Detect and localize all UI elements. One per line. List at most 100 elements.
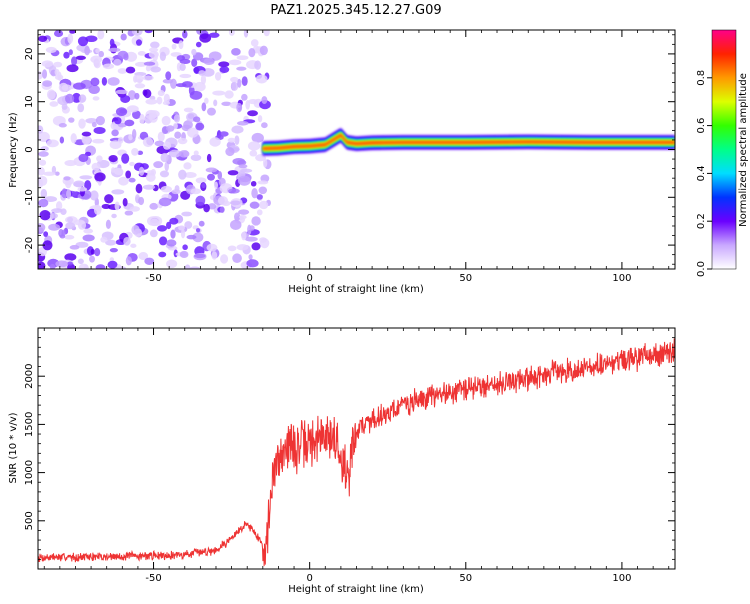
noise-blob <box>117 68 128 74</box>
x-tick-label: 100 <box>612 573 631 584</box>
noise-blob <box>198 220 205 227</box>
noise-blob <box>55 260 68 268</box>
noise-blob <box>137 50 146 56</box>
y-tick-label: 2000 <box>24 363 35 388</box>
noise-blob <box>186 234 197 240</box>
noise-blob <box>165 71 172 80</box>
noise-blob <box>205 167 218 173</box>
noise-blob <box>43 171 56 176</box>
noise-blob <box>85 35 98 43</box>
noise-blob <box>130 243 137 248</box>
noise-blob <box>51 165 57 174</box>
noise-blob <box>129 161 135 167</box>
noise-blob <box>176 55 186 61</box>
noise-blob <box>207 203 217 210</box>
noise-blob <box>40 146 49 152</box>
noise-blob <box>43 231 49 237</box>
noise-blob <box>108 154 118 163</box>
noise-blob <box>49 101 59 107</box>
y-tick-label: -10 <box>24 189 35 205</box>
noise-blob <box>201 102 207 112</box>
noise-blob <box>178 40 184 50</box>
noise-blob <box>225 147 235 157</box>
noise-blob <box>42 240 53 251</box>
noise-blob <box>195 41 202 48</box>
noise-blob <box>183 107 194 113</box>
noise-blob <box>174 131 182 139</box>
noise-blob <box>92 96 100 101</box>
noise-blob <box>236 102 243 113</box>
x-tick-label: -50 <box>145 573 161 584</box>
noise-blob <box>227 245 237 252</box>
noise-blob <box>237 175 251 186</box>
noise-blob <box>38 131 50 143</box>
noise-blob <box>128 133 133 141</box>
noise-blob <box>263 30 270 37</box>
noise-blob <box>193 66 200 74</box>
heatmap-x-label: Height of straight line (km) <box>288 284 424 295</box>
noise-blob <box>144 257 155 265</box>
noise-blob <box>54 68 60 76</box>
x-tick-label: -50 <box>145 273 161 284</box>
noise-blob <box>211 251 218 260</box>
noise-blob <box>65 216 78 224</box>
snr-y-label: SNR (10 * v/v) <box>8 412 19 483</box>
noise-blob <box>166 221 172 230</box>
noise-blob <box>249 150 258 157</box>
y-tick-label: 0 <box>24 146 35 152</box>
noise-blob <box>244 236 258 242</box>
noise-blob <box>213 99 218 107</box>
noise-blob <box>163 93 170 104</box>
noise-blob <box>54 30 64 38</box>
noise-blob <box>228 59 242 66</box>
noise-blob <box>82 234 95 242</box>
noise-blob <box>125 256 132 266</box>
noise-blob <box>77 103 85 113</box>
noise-blob <box>134 83 146 89</box>
noise-blob <box>66 188 72 200</box>
noise-blob <box>257 180 269 185</box>
noise-blob <box>116 264 122 269</box>
noise-blob <box>101 77 108 86</box>
noise-blob <box>246 259 259 268</box>
noise-blob <box>260 174 270 183</box>
noise-blob <box>166 239 177 247</box>
noise-blob <box>256 209 263 216</box>
x-tick-label: 50 <box>459 273 472 284</box>
noise-blob <box>117 50 129 60</box>
noise-blob <box>42 80 53 87</box>
noise-blob <box>231 48 241 56</box>
noise-blob <box>120 95 131 103</box>
noise-blob <box>77 220 87 230</box>
noise-blob <box>255 74 268 84</box>
noise-blob <box>193 150 199 156</box>
noise-blob <box>42 69 48 79</box>
noise-blob <box>234 135 240 145</box>
noise-blob <box>227 170 239 176</box>
noise-blob <box>139 113 145 124</box>
noise-blob <box>51 208 63 213</box>
noise-blob <box>195 195 206 206</box>
noise-blob <box>89 255 95 263</box>
noise-blob <box>203 203 210 213</box>
noise-blob <box>149 41 160 49</box>
y-tick-label: -20 <box>24 237 35 253</box>
noise-blob <box>61 188 68 199</box>
noise-blob <box>200 74 207 85</box>
noise-blob <box>227 137 236 143</box>
noise-blob <box>166 259 178 269</box>
noise-blob <box>38 175 48 186</box>
noise-blob <box>109 140 122 150</box>
noise-blob <box>240 168 253 173</box>
noise-blob <box>131 224 140 235</box>
heatmap-y-label: Frequency (Hz) <box>8 112 19 188</box>
y-tick-label: 1000 <box>24 460 35 485</box>
noise-blob <box>90 248 95 255</box>
noise-blob <box>160 152 169 163</box>
noise-blob <box>170 229 176 239</box>
noise-blob <box>153 161 164 169</box>
noise-blob <box>64 159 77 167</box>
noise-blob <box>159 51 167 61</box>
noise-blob <box>230 198 243 208</box>
noise-blob <box>39 209 51 221</box>
